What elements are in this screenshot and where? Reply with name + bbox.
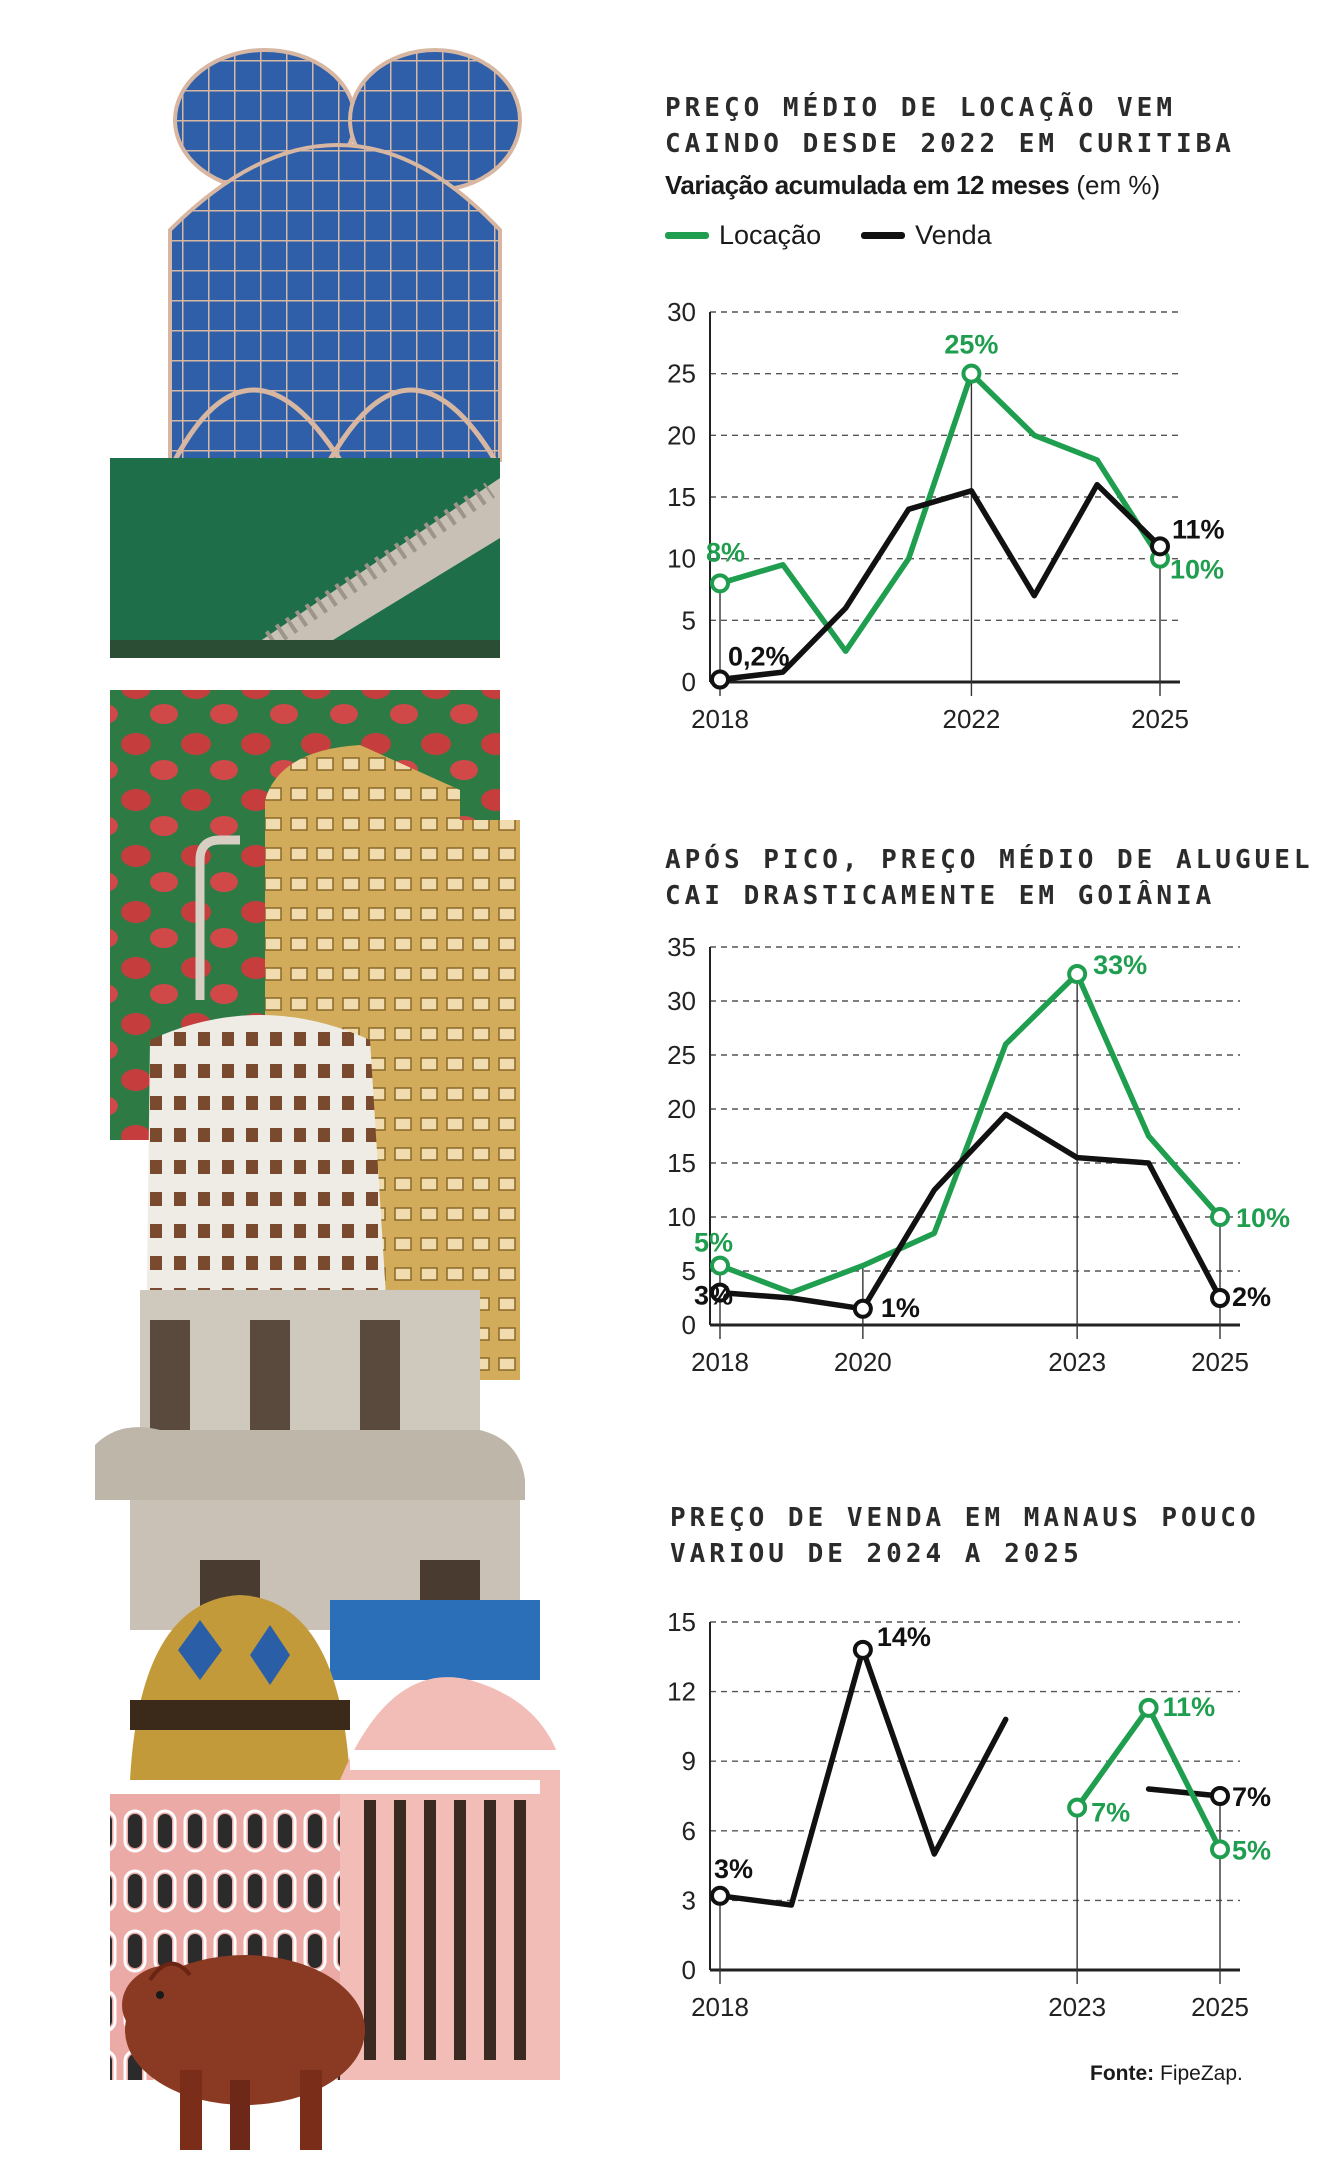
source-label: Fonte: [1090,2062,1155,2085]
data-point-venda [1210,1288,1230,1308]
chart-1-subtitle-rest: (em %) [1076,170,1161,200]
data-point-locacao [1210,1839,1230,1860]
source-text: FipeZap. [1160,2062,1243,2085]
x-tick-label: 2023 [1048,1347,1106,1377]
series-line-locacao [717,370,1163,654]
data-label-venda: 11% [1172,514,1225,544]
chart-3-title-line1: PREÇO DE VENDA EM MANAUS POUCO [670,1503,1260,1533]
legend-label-locacao: Locação [719,220,822,250]
data-label-locacao: 7% [1091,1798,1130,1828]
data-label-venda: 1% [881,1293,920,1323]
chart-2-title-line1: APÓS PICO, PREÇO MÉDIO DE ALUGUEL [665,845,1314,875]
data-point-locacao [1138,1697,1159,1718]
data-label-venda: 7% [1232,1782,1271,1812]
y-tick-label: 15 [667,1607,696,1637]
legend-item-venda: Venda [861,220,992,251]
y-tick-label: 35 [667,932,696,962]
chart-3-title-line2: VARIOU DE 2024 A 2025 [670,1539,1083,1569]
series-line-venda [717,1647,1223,1908]
data-point-venda [1150,536,1170,557]
data-label-venda: 0,2% [728,642,790,672]
data-label-locacao: 10% [1236,1203,1290,1233]
data-label-venda: 2% [1232,1282,1271,1312]
data-point-locacao [1067,964,1088,984]
data-label-venda: 3% [694,1281,733,1311]
x-tick-label: 2018 [691,1992,749,2022]
data-label-venda: 3% [714,1854,753,1884]
chart-1-subtitle-bold: Variação acumulada em 12 meses [665,170,1070,200]
data-label-locacao: 8% [706,537,745,567]
chart-1-title-line1: PREÇO MÉDIO DE LOCAÇÃO VEM [665,93,1176,123]
chart-2-header: APÓS PICO, PREÇO MÉDIO DE ALUGUEL CAI DR… [665,842,1314,914]
source-note: Fonte: FipeZap. [1090,2062,1243,2086]
y-tick-label: 3 [682,1885,696,1915]
chart-2-title-line2: CAI DRASTICAMENTE EM GOIÂNIA [665,881,1216,911]
legend-label-venda: Venda [915,220,992,250]
y-tick-label: 30 [667,297,696,327]
y-tick-label: 10 [667,544,696,574]
data-point-locacao [710,573,730,594]
series-line-venda [717,481,1163,683]
data-point-venda [710,1282,730,1303]
y-tick-label: 30 [667,986,696,1016]
series-line-locacao [1074,1705,1223,1853]
chart-manaus: 0 3 6 9 12 15 2018 2023 2025 3% 14% 7% 7% 11% 5% [667,1607,1271,2022]
data-label-locacao: 5% [1232,1835,1271,1865]
x-tick-label: 2020 [834,1347,892,1377]
y-tick-label: 20 [667,420,696,450]
x-tick-label: 2025 [1131,704,1189,734]
y-tick-label: 25 [667,359,696,389]
city-buildings-illustration [95,48,560,2150]
data-label-locacao: 11% [1163,1692,1216,1722]
data-point-locacao [1210,1207,1230,1227]
x-tick-label: 2025 [1191,1347,1249,1377]
data-label-locacao: 33% [1093,950,1147,980]
data-point-venda [710,1885,730,1906]
x-tick-label: 2022 [943,704,1001,734]
x-tick-label: 2023 [1048,1992,1106,2022]
legend-item-locacao: Locação [665,220,821,251]
y-tick-label: 6 [682,1816,696,1846]
x-tick-label: 2025 [1191,1992,1249,2022]
data-point-locacao [1067,1797,1088,1818]
data-label-locacao: 5% [694,1228,733,1258]
data-point-locacao [961,363,982,384]
chart-3-header: PREÇO DE VENDA EM MANAUS POUCO VARIOU DE… [670,1500,1260,1572]
legend-swatch-locacao [665,232,709,239]
y-tick-label: 0 [682,1955,696,1985]
data-label-locacao: 10% [1170,555,1224,585]
y-tick-label: 20 [667,1094,696,1124]
legend: Locação Venda [665,220,1235,251]
data-point-venda [852,1298,873,1319]
y-tick-label: 15 [667,482,696,512]
chart-1-title-line2: CAINDO DESDE 2022 EM CURITIBA [665,129,1235,159]
y-tick-label: 5 [682,605,696,635]
y-tick-label: 5 [682,1256,696,1286]
y-tick-label: 10 [667,1202,696,1232]
y-tick-label: 9 [682,1746,696,1776]
x-tick-label: 2018 [691,1347,749,1377]
y-tick-label: 0 [682,667,696,697]
series-line-locacao [717,971,1223,1296]
chart-1-subtitle: Variação acumulada em 12 meses (em %) [665,168,1235,202]
x-tick-label: 2018 [691,704,749,734]
y-tick-label: 15 [667,1148,696,1178]
legend-swatch-venda [861,232,906,239]
chart-1-header: PREÇO MÉDIO DE LOCAÇÃO VEM CAINDO DESDE … [665,90,1235,251]
data-point-venda [852,1639,873,1660]
data-label-venda: 14% [877,1622,931,1652]
data-point-venda [710,669,730,690]
data-point-locacao [710,1255,730,1276]
data-point-venda [1210,1786,1230,1806]
data-label-locacao: 25% [944,330,998,360]
series-line-venda [717,1111,1223,1312]
y-tick-label: 25 [667,1040,696,1070]
y-tick-label: 0 [682,1310,696,1340]
y-tick-label: 12 [667,1677,696,1707]
